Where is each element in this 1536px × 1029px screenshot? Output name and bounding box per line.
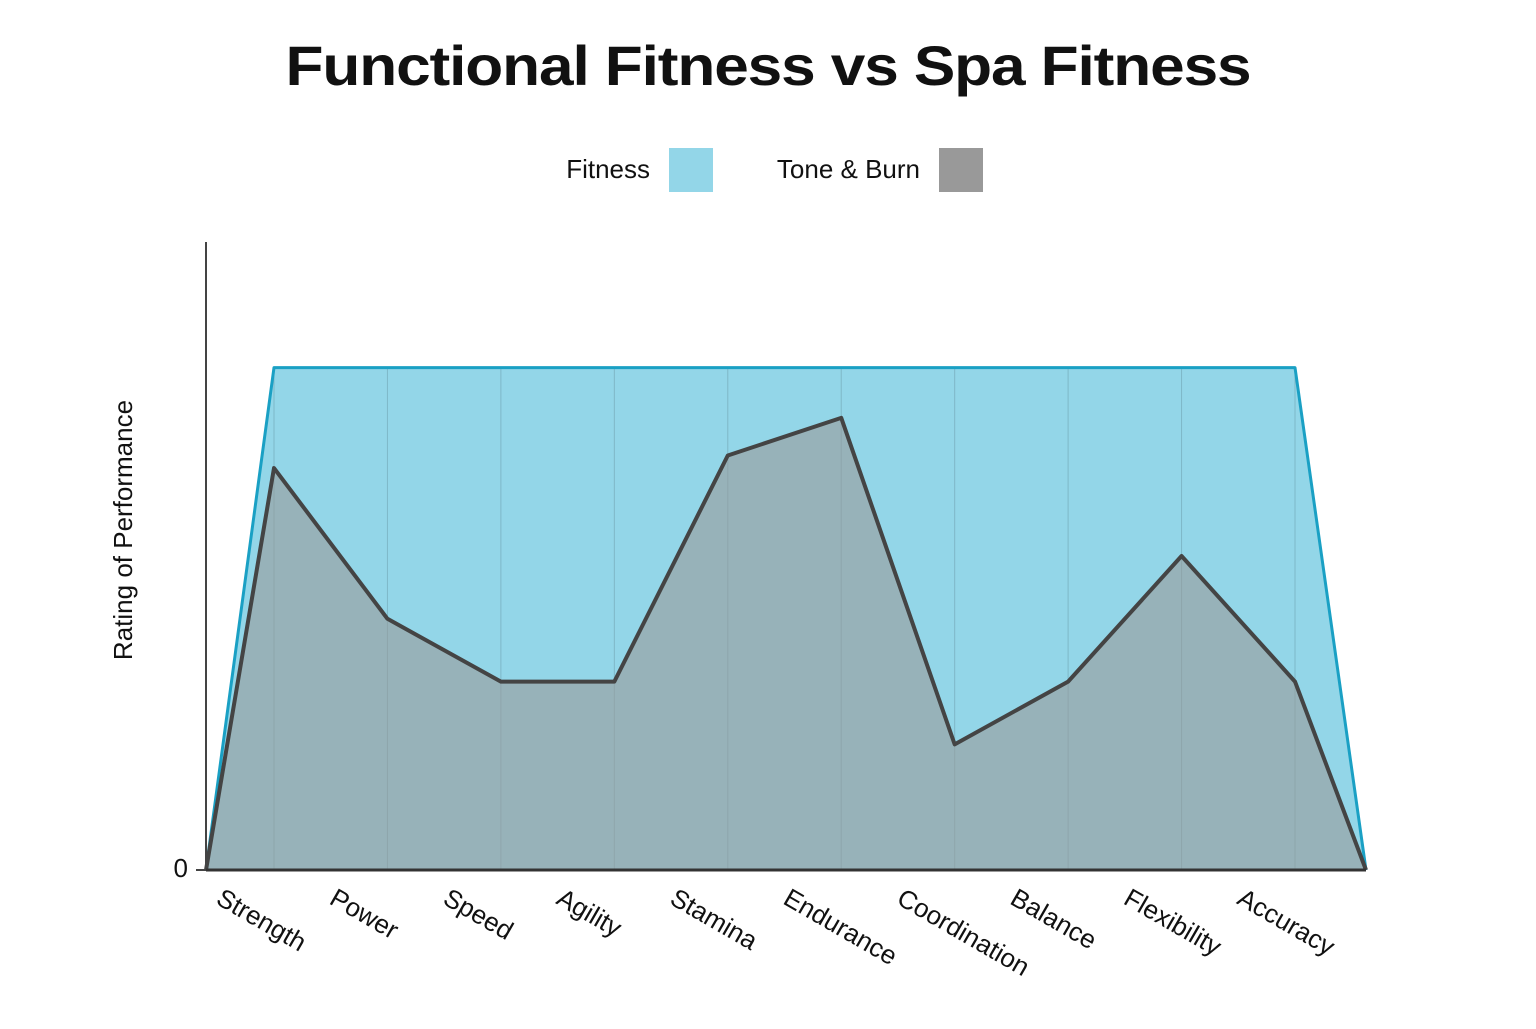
legend-label: Tone & Burn [777,154,920,184]
legend-label: Fitness [566,154,650,184]
x-tick-label: Flexibility [1119,882,1227,961]
x-tick-label: Balance [1006,882,1102,955]
legend-swatch [669,148,713,192]
x-tick-label: Accuracy [1233,882,1341,961]
x-tick-label: Strength [212,882,312,957]
x-tick-label: Agility [552,882,627,943]
x-tick-label: Stamina [665,882,763,956]
area-fill [206,417,1366,870]
x-tick-label: Speed [438,882,518,946]
legend-swatch [939,148,983,192]
chart-title: Functional Fitness vs Spa Fitness [286,34,1251,97]
series-line [204,366,1368,871]
y-tick-label: 0 [174,853,188,883]
y-axis-label: Rating of Performance [108,400,138,660]
series-line [204,415,1368,871]
x-tick-label: Endurance [779,882,903,971]
x-tick-label: Power [325,882,404,945]
